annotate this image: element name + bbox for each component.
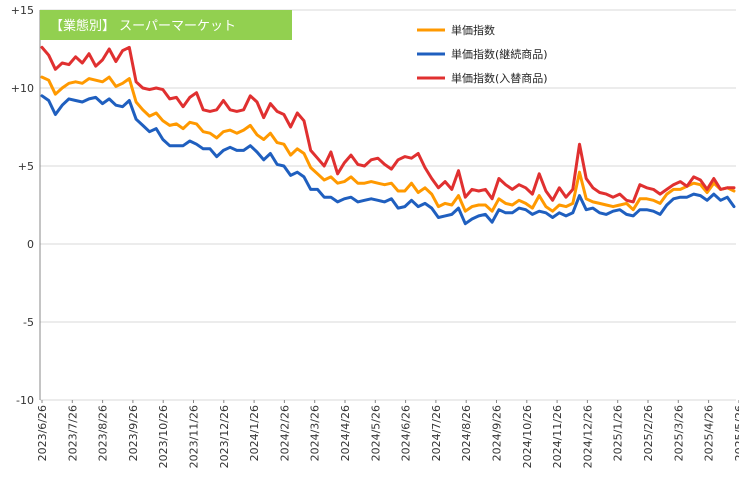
y-tick-label: +15 [11,4,34,17]
series-lines [40,45,736,226]
x-tick-label: 2023/11/26 [188,405,201,468]
x-tick-label: 2024/9/26 [491,405,504,461]
series-line-3 [40,45,736,204]
x-tick-label: 2024/8/26 [460,405,473,461]
x-tick-label: 2024/3/26 [309,405,322,461]
x-tick-label: 2025/1/26 [612,405,625,461]
x-tick-label: 2023/10/26 [157,405,170,468]
x-tick-label: 2023/7/26 [66,405,79,461]
legend-label-1: 単価指数 [451,23,495,37]
x-tick-label: 2024/12/26 [581,405,594,468]
y-tick-label: -10 [16,394,34,407]
y-tick-label: -5 [23,316,34,329]
x-tick-label: 2023/9/26 [127,405,140,461]
x-tick-label: 2024/1/26 [248,405,261,461]
chart-title: 【業態別】 スーパーマーケット [40,10,292,40]
x-tick-label: 2024/5/26 [369,405,382,461]
x-tick-label: 2024/4/26 [339,405,352,461]
x-tick-label: 2025/2/26 [642,405,655,461]
x-tick-label: 2024/11/26 [551,405,564,468]
x-tick-label: 2025/5/26 [733,405,739,461]
gridlines [40,9,736,401]
chart-title-text: 【業態別】 スーパーマーケット [50,18,236,34]
x-tick-label: 2023/12/26 [218,405,231,468]
x-tick-label: 2024/2/26 [278,405,291,461]
y-tick-label: +5 [18,160,34,173]
y-axis-ticks: +15 +10 +5 0 -5 -10 [11,4,34,407]
x-tick-label: 2023/8/26 [97,405,110,461]
legend-label-2: 単価指数(継続商品) [451,47,548,61]
series-line-1 [40,75,736,213]
x-tick-label: 2025/4/26 [703,405,716,461]
y-tick-label: 0 [27,238,34,251]
x-tick-label: 2023/6/26 [36,405,49,461]
legend-label-3: 単価指数(入替商品) [451,71,548,85]
x-axis-ticks: 2023/6/26 2023/7/26 2023/8/26 2023/9/26 2023… [36,400,739,468]
y-tick-label: +10 [11,82,34,95]
x-tick-label: 2025/3/26 [672,405,685,461]
chart-title-background [40,10,292,40]
series-line-2 [40,94,736,226]
x-tick-label: 2024/10/26 [521,405,534,468]
x-tick-label: 2024/6/26 [400,405,413,461]
x-tick-label: 2024/7/26 [430,405,443,461]
